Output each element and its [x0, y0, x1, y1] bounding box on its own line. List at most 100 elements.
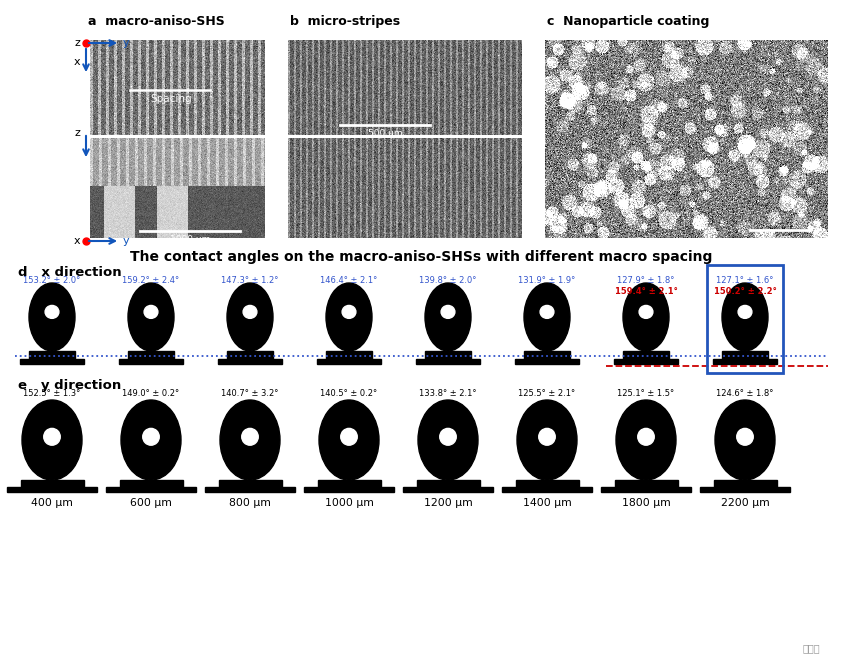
Text: 1000 μm: 1000 μm: [325, 498, 373, 508]
Ellipse shape: [539, 428, 556, 445]
Ellipse shape: [737, 428, 754, 445]
Bar: [502, 487, 592, 492]
Text: y: y: [123, 236, 130, 246]
Ellipse shape: [45, 305, 59, 319]
Ellipse shape: [441, 305, 455, 319]
Bar: [20, 480, 83, 487]
Bar: [615, 480, 678, 487]
Text: 1200 μm: 1200 μm: [424, 498, 472, 508]
Text: 152.5° ± 1.3°: 152.5° ± 1.3°: [24, 389, 81, 398]
Bar: [7, 487, 97, 492]
Bar: [623, 351, 669, 359]
Ellipse shape: [242, 428, 258, 445]
Text: 146.4° ± 2.1°: 146.4° ± 2.1°: [320, 276, 378, 285]
Text: Spacing: Spacing: [150, 94, 191, 104]
Ellipse shape: [342, 305, 356, 319]
Text: 153.2° ± 2.0°: 153.2° ± 2.0°: [24, 276, 81, 285]
Text: z: z: [74, 128, 80, 138]
Text: 125.1° ± 1.5°: 125.1° ± 1.5°: [617, 389, 674, 398]
Text: 140.7° ± 3.2°: 140.7° ± 3.2°: [222, 389, 279, 398]
Text: 127.1° ± 1.6°: 127.1° ± 1.6°: [717, 276, 774, 285]
Ellipse shape: [243, 305, 257, 319]
Bar: [425, 351, 471, 359]
Bar: [326, 351, 372, 359]
Bar: [128, 351, 174, 359]
Bar: [318, 480, 380, 487]
Ellipse shape: [638, 428, 654, 445]
Text: 800 μm: 800 μm: [229, 498, 271, 508]
Text: a  macro-aniso-SHS: a macro-aniso-SHS: [88, 15, 225, 28]
Text: 500 μm: 500 μm: [368, 129, 402, 138]
Ellipse shape: [29, 283, 75, 351]
Bar: [218, 480, 282, 487]
Text: 400 μm: 400 μm: [31, 498, 73, 508]
Bar: [19, 359, 84, 364]
Ellipse shape: [44, 428, 60, 445]
Text: 139.8° ± 2.0°: 139.8° ± 2.0°: [419, 276, 476, 285]
Text: 124.6° ± 1.8°: 124.6° ± 1.8°: [717, 389, 774, 398]
Text: 159.2° ± 2.4°: 159.2° ± 2.4°: [122, 276, 180, 285]
Text: 125.5° ± 2.1°: 125.5° ± 2.1°: [518, 389, 576, 398]
Text: 147.3° ± 1.2°: 147.3° ± 1.2°: [222, 276, 279, 285]
Bar: [707, 265, 783, 373]
Ellipse shape: [623, 283, 669, 351]
Text: 1 μm: 1 μm: [769, 234, 792, 243]
Text: 149.0° ± 0.2°: 149.0° ± 0.2°: [122, 389, 180, 398]
Text: x: x: [73, 236, 80, 246]
Ellipse shape: [616, 400, 676, 480]
Ellipse shape: [639, 305, 652, 319]
Ellipse shape: [121, 400, 181, 480]
Bar: [106, 487, 196, 492]
Text: 133.8° ± 2.1°: 133.8° ± 2.1°: [419, 389, 477, 398]
Bar: [713, 480, 776, 487]
Bar: [227, 351, 273, 359]
Ellipse shape: [319, 400, 379, 480]
Text: e   y direction: e y direction: [18, 379, 121, 392]
Ellipse shape: [144, 305, 158, 319]
Bar: [416, 359, 481, 364]
Text: c  Nanoparticle coating: c Nanoparticle coating: [547, 15, 709, 28]
Text: x: x: [73, 57, 80, 67]
Bar: [700, 487, 790, 492]
Text: 127.9° ± 1.8°: 127.9° ± 1.8°: [617, 276, 674, 285]
Text: 150.2° ± 2.2°: 150.2° ± 2.2°: [713, 287, 776, 296]
Ellipse shape: [715, 400, 775, 480]
Ellipse shape: [220, 400, 280, 480]
Bar: [524, 351, 570, 359]
Text: 131.9° ± 1.9°: 131.9° ± 1.9°: [518, 276, 576, 285]
Ellipse shape: [326, 283, 372, 351]
Text: 140.5° ± 0.2°: 140.5° ± 0.2°: [320, 389, 378, 398]
Ellipse shape: [418, 400, 478, 480]
Bar: [119, 359, 183, 364]
Ellipse shape: [341, 428, 357, 445]
Bar: [217, 359, 282, 364]
Text: 2200 μm: 2200 μm: [721, 498, 770, 508]
Bar: [713, 359, 777, 364]
Text: b  micro-stripes: b micro-stripes: [290, 15, 400, 28]
Bar: [601, 487, 691, 492]
Ellipse shape: [22, 400, 82, 480]
Ellipse shape: [425, 283, 471, 351]
Text: 159.4° ± 2.1°: 159.4° ± 2.1°: [615, 287, 678, 296]
Bar: [416, 480, 480, 487]
Ellipse shape: [142, 428, 159, 445]
Ellipse shape: [540, 305, 554, 319]
Ellipse shape: [524, 283, 570, 351]
Text: y: y: [123, 38, 130, 48]
Bar: [120, 480, 182, 487]
Bar: [515, 359, 579, 364]
Bar: [403, 487, 493, 492]
Text: 1800 μm: 1800 μm: [621, 498, 670, 508]
Bar: [29, 351, 75, 359]
Ellipse shape: [722, 283, 768, 351]
Bar: [304, 487, 394, 492]
Ellipse shape: [738, 305, 752, 319]
Text: 600 μm: 600 μm: [130, 498, 172, 508]
Text: 1400 μm: 1400 μm: [523, 498, 572, 508]
Bar: [614, 359, 679, 364]
Ellipse shape: [440, 428, 456, 445]
Text: The contact angles on the macro-aniso-SHSs with different macro spacing: The contact angles on the macro-aniso-SH…: [130, 250, 712, 264]
Bar: [516, 480, 578, 487]
Bar: [317, 359, 381, 364]
Text: 1000 μm: 1000 μm: [169, 235, 210, 244]
